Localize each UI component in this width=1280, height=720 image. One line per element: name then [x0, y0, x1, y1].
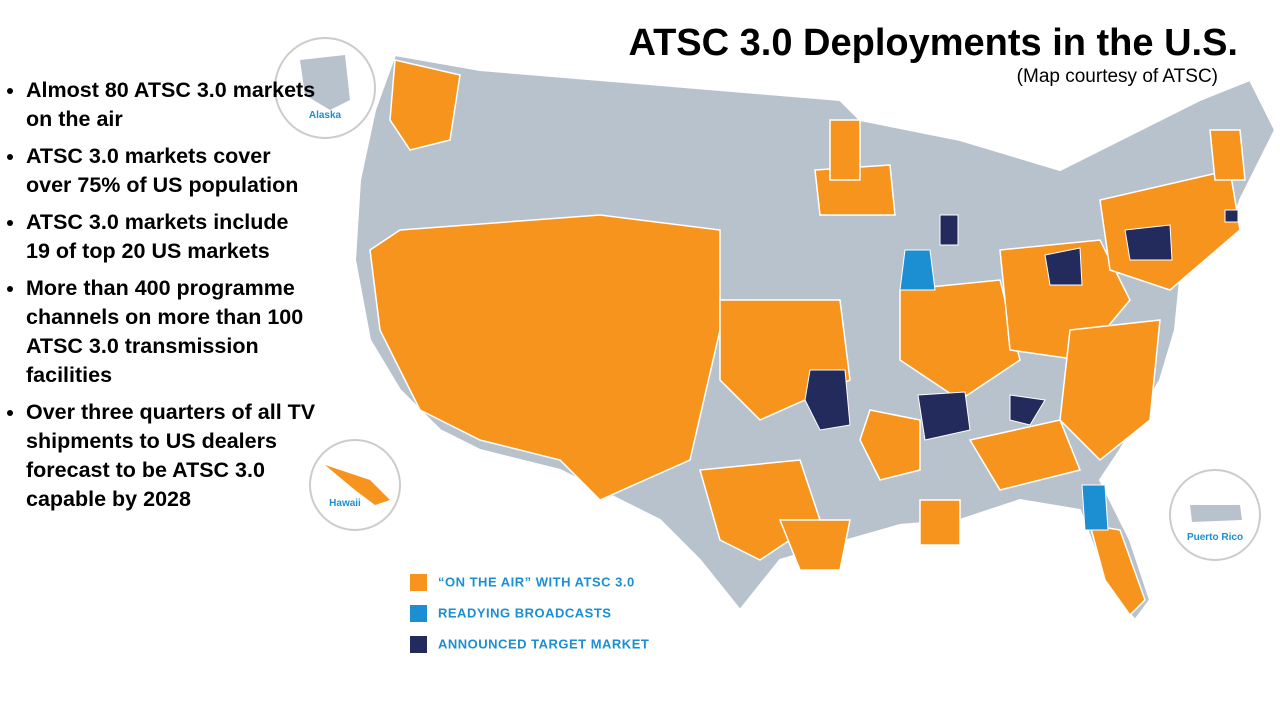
legend-label: READYING BROADCASTS — [438, 605, 611, 620]
title: ATSC 3.0 Deployments in the U.S. — [628, 22, 1238, 64]
inset-label: Puerto Rico — [1187, 532, 1243, 543]
inset-label: Hawaii — [329, 498, 361, 509]
legend-swatch — [410, 574, 427, 591]
legend-swatch — [410, 636, 427, 653]
legend-label: ANNOUNCED TARGET MARKET — [438, 636, 649, 651]
target-regions — [804, 209, 1239, 441]
bullet: More than 400 programme channels on more… — [26, 274, 316, 390]
insets — [274, 37, 1261, 561]
bullet: ATSC 3.0 markets include 19 of top 20 US… — [26, 208, 316, 266]
bullet: Over three quarters of all TV shipments … — [26, 398, 316, 514]
bullet: ATSC 3.0 markets cover over 75% of US po… — [26, 142, 316, 200]
legend-swatch — [410, 605, 427, 622]
inset-label: Alaska — [309, 110, 342, 121]
subtitle: (Map courtesy of ATSC) — [1016, 66, 1218, 87]
legend-label: “ON THE AIR” WITH ATSC 3.0 — [438, 574, 635, 589]
bullet: Almost 80 ATSC 3.0 markets on the air — [26, 76, 316, 134]
readying-regions — [899, 249, 1109, 531]
bullet-list: Almost 80 ATSC 3.0 markets on the air ATS… — [4, 76, 316, 522]
on-air-regions — [369, 59, 1246, 617]
